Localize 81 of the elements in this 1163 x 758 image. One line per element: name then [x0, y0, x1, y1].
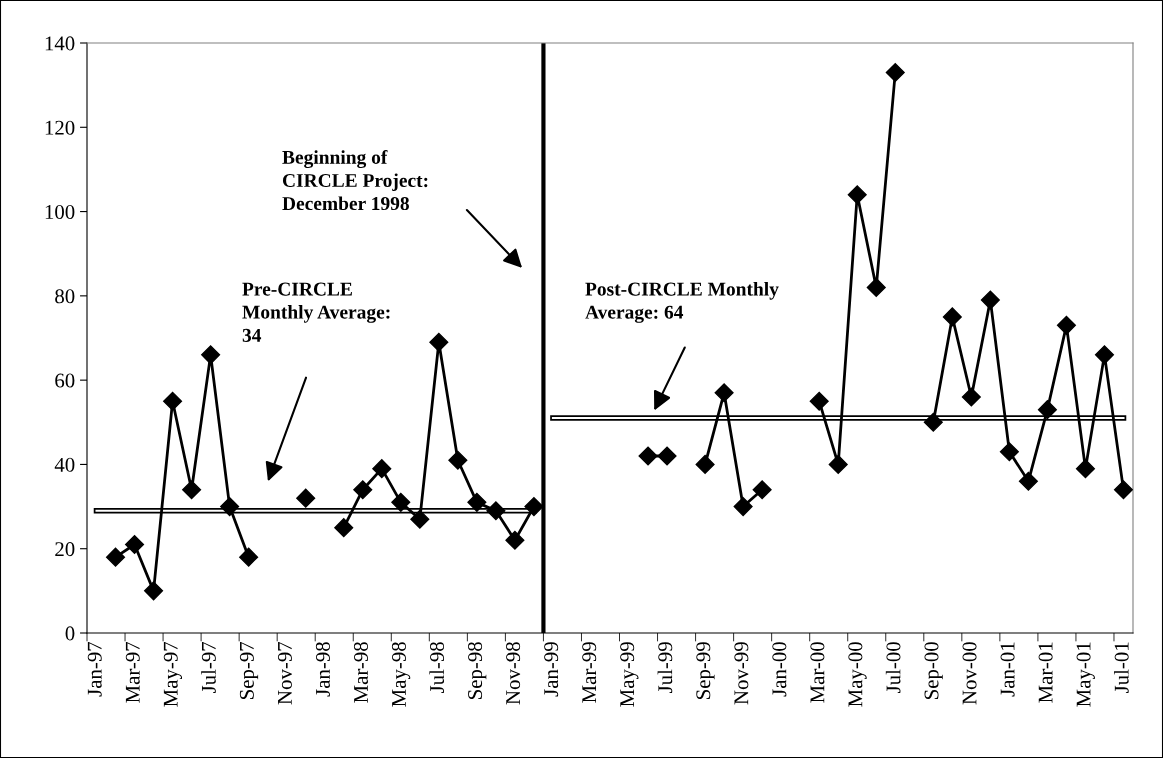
x-tick-label: Mar-97: [125, 641, 140, 703]
x-tick-label: Jan-00: [772, 642, 787, 697]
x-tick-label: Sep-97: [239, 641, 259, 699]
point: [163, 391, 183, 411]
x-tick-label: Nov-97: [277, 641, 292, 705]
point: [638, 446, 658, 466]
point: [448, 450, 468, 470]
point: [1037, 400, 1057, 420]
x-tick-label: Jan-99: [544, 642, 559, 697]
x-tick-label: Jul-99: [657, 642, 673, 693]
point: [714, 383, 734, 403]
point: [372, 459, 392, 479]
point: [296, 488, 316, 508]
x-tick-label: Mar-00: [810, 642, 825, 703]
point: [353, 480, 373, 500]
point: [201, 345, 221, 365]
point: [809, 391, 829, 411]
y-tick-label: 120: [45, 120, 75, 135]
x-tick-label: Nov-99: [734, 642, 749, 705]
annotation: Beginning of CIRCLE Project: December 1998: [282, 150, 428, 211]
point: [391, 492, 411, 512]
x-tick-label: Jan-98: [315, 642, 330, 697]
x-tick-label: Sep-00: [924, 642, 943, 699]
point: [486, 501, 506, 521]
point: [942, 307, 962, 327]
point: [885, 62, 905, 83]
point: [1113, 480, 1133, 500]
point: [866, 277, 886, 297]
x-tick-label: Jan-01: [1000, 642, 1015, 697]
point: [923, 412, 943, 432]
point: [410, 509, 430, 529]
point: [505, 530, 525, 550]
point: [429, 332, 449, 352]
x-tick-label: Mar-99: [582, 642, 597, 703]
x-tick-label: Jul-00: [885, 642, 901, 693]
x-tick-label: Sep-99: [696, 642, 715, 699]
x-tick-label: Sep-98: [468, 642, 487, 699]
y-tick-label: 20: [55, 542, 75, 557]
x-tick-label: May-99: [620, 642, 639, 707]
point: [334, 518, 354, 538]
y-tick-label: 40: [54, 457, 75, 472]
point: [695, 454, 715, 474]
point: [961, 387, 981, 407]
y-tick-label: 0: [65, 626, 75, 641]
point: [220, 497, 240, 517]
x-tick-label: May-01: [1076, 642, 1095, 707]
point: [847, 185, 867, 205]
x-tick-label: May-97: [163, 641, 183, 707]
x-tick-label: May-00: [848, 642, 867, 707]
x-tick-label: Jul-98: [429, 642, 445, 693]
annotation: Pre-CIRCLE Monthly Average: 34: [242, 282, 390, 342]
point: [105, 547, 126, 567]
point: [828, 454, 848, 474]
point: [999, 442, 1019, 462]
point: [752, 480, 772, 500]
point: [144, 581, 164, 601]
x-tick-label: Jul-01: [1114, 642, 1129, 693]
x-tick-label: May-98: [391, 642, 411, 707]
point: [733, 497, 753, 517]
point: [239, 547, 259, 567]
point: [1018, 471, 1038, 491]
point: [524, 497, 544, 517]
x-tick-label: Jan-97: [87, 641, 102, 697]
x-tick-label: Mar-01: [1038, 642, 1053, 703]
point: [657, 446, 677, 466]
x-tick-label: Jul-97: [201, 641, 216, 693]
x-tick-label: Mar-98: [353, 642, 368, 703]
point: [1075, 459, 1095, 479]
point: [125, 534, 145, 555]
y-tick-label: 140: [45, 36, 75, 51]
y-tick-label: 60: [55, 373, 75, 388]
x-tick-label: Nov-00: [962, 642, 977, 705]
annotation: Post-CIRCLE Monthly Average: 64: [585, 282, 779, 323]
x-tick-label: Nov-98: [506, 642, 521, 705]
point: [1056, 315, 1076, 335]
y-tick-label: 100: [45, 204, 75, 219]
point: [467, 492, 487, 512]
point: [980, 290, 1000, 310]
point: [182, 480, 202, 500]
y-tick-label: 80: [55, 289, 75, 304]
point: [1094, 345, 1115, 365]
